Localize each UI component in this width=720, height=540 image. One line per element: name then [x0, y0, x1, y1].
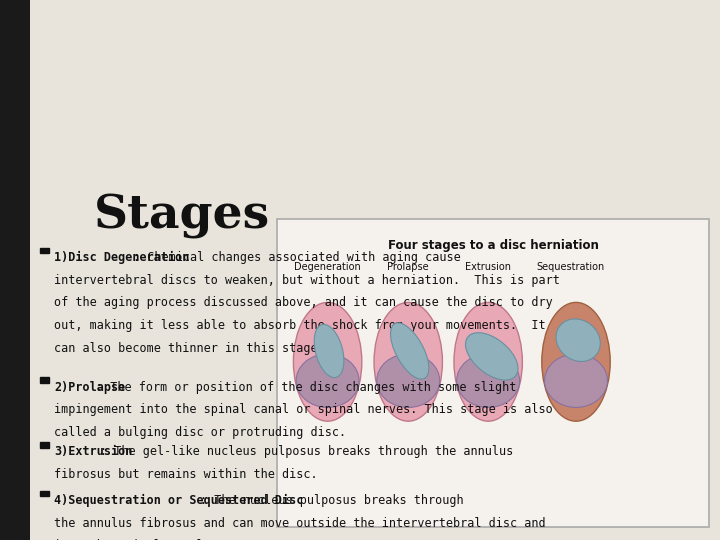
Text: into the spinal canal.: into the spinal canal. [54, 539, 211, 540]
Text: impingement into the spinal canal or spinal nerves. This stage is also: impingement into the spinal canal or spi… [54, 403, 553, 416]
Text: intervertebral discs to weaken, but without a herniation.  This is part: intervertebral discs to weaken, but with… [54, 274, 560, 287]
Ellipse shape [454, 302, 523, 421]
Text: the annulus fibrosus and can move outside the intervertebral disc and: the annulus fibrosus and can move outsid… [54, 517, 546, 530]
Text: of the aging process discussed above, and it can cause the disc to dry: of the aging process discussed above, an… [54, 296, 553, 309]
FancyBboxPatch shape [40, 248, 49, 253]
Text: fibrosus but remains within the disc.: fibrosus but remains within the disc. [54, 468, 318, 481]
Ellipse shape [466, 333, 518, 380]
Ellipse shape [390, 323, 429, 379]
Text: Sequestration: Sequestration [537, 262, 605, 272]
Text: Prolapse: Prolapse [387, 262, 429, 272]
Ellipse shape [296, 354, 359, 407]
Ellipse shape [456, 354, 520, 407]
Text: out, making it less able to absorb the shock from your movements.  It: out, making it less able to absorb the s… [54, 319, 546, 332]
FancyBboxPatch shape [277, 219, 709, 526]
Text: Extrusion: Extrusion [465, 262, 511, 272]
Text: Degeneration: Degeneration [294, 262, 361, 272]
FancyBboxPatch shape [0, 0, 30, 540]
Text: Stages: Stages [94, 193, 270, 239]
Text: called a bulging disc or protruding disc.: called a bulging disc or protruding disc… [54, 426, 346, 439]
Text: 2)Prolapse: 2)Prolapse [54, 381, 125, 394]
FancyBboxPatch shape [40, 442, 49, 448]
Text: : The form or position of the disc changes with some slight: : The form or position of the disc chang… [96, 381, 516, 394]
Ellipse shape [294, 302, 362, 421]
Text: can also become thinner in this stage.: can also become thinner in this stage. [54, 342, 325, 355]
Text: Four stages to a disc herniation: Four stages to a disc herniation [388, 239, 598, 252]
Ellipse shape [377, 354, 440, 407]
Text: 4)Sequestration or Sequestered Disc: 4)Sequestration or Sequestered Disc [54, 494, 303, 507]
Ellipse shape [556, 319, 600, 361]
FancyBboxPatch shape [40, 377, 49, 383]
Text: : The gel-like nucleus pulposus breaks through the annulus: : The gel-like nucleus pulposus breaks t… [100, 446, 513, 458]
Text: : The nucleus pulposus breaks through: : The nucleus pulposus breaks through [200, 494, 464, 507]
Text: 3)Extrusion: 3)Extrusion [54, 446, 132, 458]
Text: : Chemical changes associated with aging cause: : Chemical changes associated with aging… [133, 251, 461, 264]
FancyBboxPatch shape [40, 491, 49, 496]
Ellipse shape [374, 302, 442, 421]
Ellipse shape [541, 302, 611, 421]
Ellipse shape [544, 354, 608, 407]
Ellipse shape [314, 325, 344, 377]
Text: 1)Disc Degeneration: 1)Disc Degeneration [54, 251, 189, 264]
